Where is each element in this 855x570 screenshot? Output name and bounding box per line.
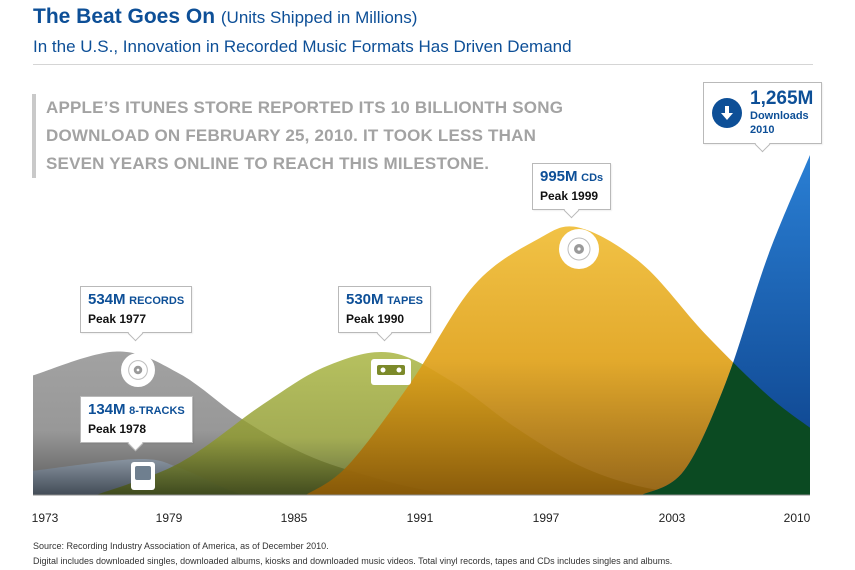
x-tick-label: 1973 xyxy=(31,511,59,525)
x-tick-label: 2003 xyxy=(658,511,686,525)
x-tick-label: 2010 xyxy=(783,511,811,525)
callout-tapes: 530M TAPES Peak 1990 xyxy=(338,286,432,333)
chart-title: The Beat Goes On (Units Shipped in Milli… xyxy=(33,5,418,28)
itunes-note: APPLE’S ITUNES STORE REPORTED ITS 10 BIL… xyxy=(32,94,563,178)
cds-area xyxy=(306,226,810,495)
footer-notes: Source: Recording Industry Association o… xyxy=(33,539,672,569)
records-area xyxy=(33,351,495,495)
x-tick-label: 1979 xyxy=(155,511,183,525)
digital-note: Digital includes downloaded singles, dow… xyxy=(33,556,673,566)
callout-eight-tracks: 134M 8-TRACKS Peak 1978 xyxy=(80,396,193,443)
vinyl-record-icon xyxy=(121,353,155,387)
callout-cds: 995M CDs Peak 1999 xyxy=(532,163,612,210)
header-divider xyxy=(33,64,813,65)
cd-icon xyxy=(559,229,599,269)
chart-title-units: (Units Shipped in Millions) xyxy=(220,8,418,27)
callout-downloads: 1,265M Downloads 2010 xyxy=(703,82,823,144)
cassette-tape-icon xyxy=(371,359,411,385)
eight-track-icon xyxy=(131,462,155,490)
chart-subtitle: In the U.S., Innovation in Recorded Musi… xyxy=(33,37,572,56)
x-tick-label: 1985 xyxy=(280,511,308,525)
callout-records: 534M RECORDS Peak 1977 xyxy=(80,286,193,333)
download-arrow-icon xyxy=(712,98,742,128)
x-tick-label: 1997 xyxy=(532,511,560,525)
x-tick-label: 1991 xyxy=(406,511,434,525)
source-note: Source: Recording Industry Association o… xyxy=(33,541,329,551)
